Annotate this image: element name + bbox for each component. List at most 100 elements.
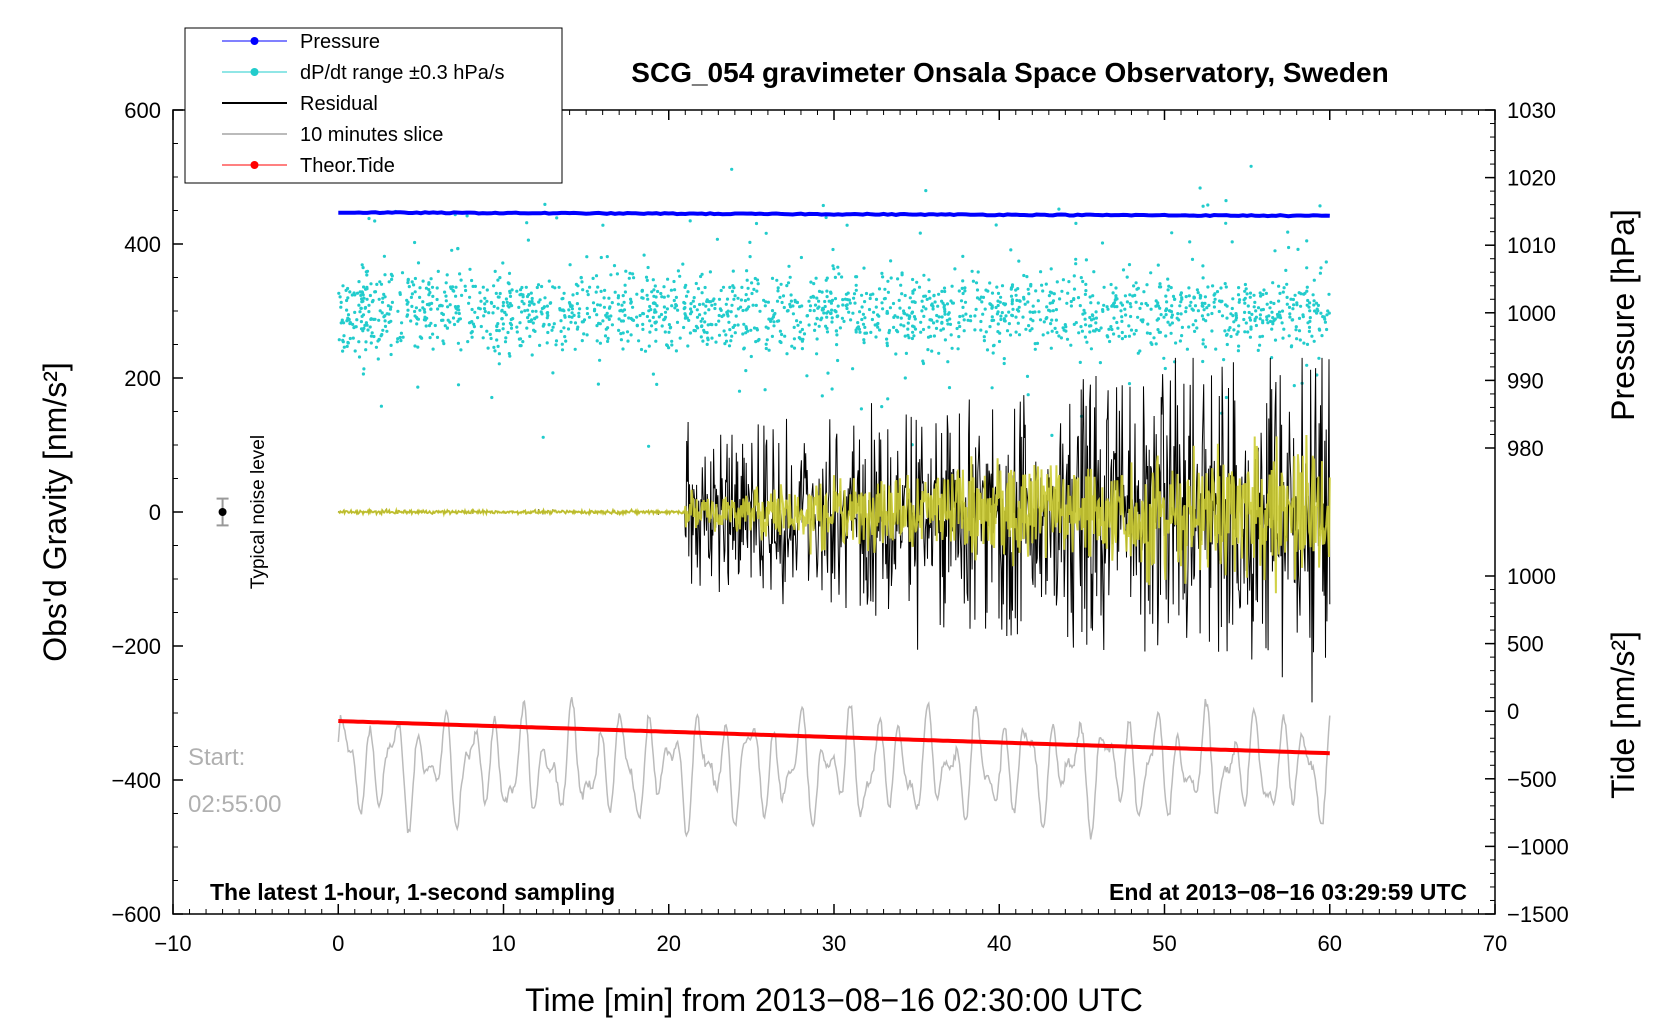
dpdt-point bbox=[1202, 308, 1206, 312]
dpdt-point bbox=[1101, 309, 1105, 313]
dpdt-point bbox=[613, 290, 617, 294]
dpdt-point bbox=[1308, 319, 1312, 323]
dpdt-point bbox=[880, 301, 884, 305]
dpdt-point bbox=[1089, 318, 1094, 322]
dpdt-point bbox=[346, 340, 350, 345]
x-tick-label: 50 bbox=[1152, 931, 1176, 956]
dpdt-point bbox=[1314, 301, 1319, 305]
dpdt-point bbox=[1120, 330, 1124, 335]
dpdt-point bbox=[1284, 268, 1288, 272]
dpdt-point bbox=[657, 315, 661, 319]
dpdt-point bbox=[651, 278, 655, 282]
pressure-line bbox=[338, 210, 1330, 219]
dpdt-point bbox=[659, 291, 663, 296]
dpdt-point bbox=[770, 276, 775, 280]
dpdt-point bbox=[733, 331, 737, 335]
dpdt-point bbox=[464, 288, 468, 293]
dpdt-point bbox=[368, 325, 372, 329]
dpdt-point bbox=[975, 288, 980, 292]
dpdt-point bbox=[1229, 334, 1233, 339]
dpdt-point bbox=[483, 296, 487, 300]
dpdt-point bbox=[695, 308, 699, 312]
dpdt-point bbox=[683, 312, 687, 316]
dpdt-point bbox=[422, 307, 426, 312]
dpdt-point bbox=[1190, 257, 1195, 261]
dpdt-point bbox=[1094, 327, 1098, 331]
dpdt-point bbox=[990, 305, 994, 309]
dpdt-point bbox=[1250, 312, 1254, 316]
dpdt-point bbox=[545, 341, 549, 345]
dpdt-point bbox=[535, 285, 539, 290]
dpdt-point bbox=[951, 301, 956, 305]
dpdt-point bbox=[367, 310, 371, 314]
dpdt-point bbox=[1193, 329, 1197, 333]
dpdt-point bbox=[510, 304, 514, 308]
dpdt-point bbox=[1281, 290, 1285, 294]
dpdt-point bbox=[1225, 342, 1229, 347]
dpdt-point bbox=[362, 296, 366, 300]
dpdt-point bbox=[736, 307, 741, 311]
dpdt-point bbox=[1159, 313, 1163, 317]
dpdt-point bbox=[1150, 342, 1154, 346]
dpdt-point bbox=[772, 320, 776, 324]
dpdt-point bbox=[745, 278, 749, 282]
dpdt-point bbox=[341, 349, 345, 353]
dpdt-point bbox=[618, 309, 622, 313]
dpdt-point bbox=[1052, 292, 1056, 296]
dpdt-point bbox=[442, 342, 446, 346]
dpdt-point bbox=[495, 328, 499, 333]
dpdt-point bbox=[790, 344, 794, 348]
x-tick-label: 20 bbox=[657, 931, 681, 956]
dpdt-point bbox=[881, 275, 885, 279]
dpdt-point bbox=[648, 304, 652, 309]
dpdt-point bbox=[1131, 294, 1135, 298]
dpdt-point bbox=[820, 308, 824, 312]
dpdt-point bbox=[1288, 312, 1292, 316]
dpdt-point bbox=[999, 314, 1003, 318]
dpdt-point bbox=[623, 290, 628, 294]
dpdt-point bbox=[947, 386, 952, 390]
dpdt-point bbox=[445, 326, 449, 330]
dpdt-point bbox=[958, 314, 962, 319]
dpdt-point bbox=[543, 296, 547, 300]
dpdt-point bbox=[617, 328, 621, 332]
dpdt-point bbox=[552, 322, 556, 326]
dpdt-point bbox=[390, 300, 394, 304]
dpdt-point bbox=[457, 308, 461, 312]
dpdt-point bbox=[1305, 363, 1309, 367]
dpdt-point bbox=[1072, 287, 1077, 291]
dpdt-point bbox=[1294, 325, 1298, 329]
dpdt-point bbox=[489, 336, 493, 341]
dpdt-point bbox=[962, 329, 966, 333]
dpdt-point bbox=[1248, 295, 1252, 299]
dpdt-point bbox=[1002, 357, 1006, 361]
dpdt-point bbox=[1154, 304, 1158, 308]
dpdt-point bbox=[937, 315, 941, 319]
tide-series bbox=[338, 719, 1330, 756]
dpdt-point bbox=[791, 312, 796, 316]
dpdt-point bbox=[569, 320, 573, 324]
dpdt-point bbox=[562, 291, 566, 295]
dpdt-point bbox=[707, 300, 711, 304]
dpdt-point bbox=[1115, 305, 1119, 309]
dpdt-point bbox=[646, 297, 650, 301]
dpdt-point bbox=[1008, 333, 1013, 337]
y-tick-label-left: 200 bbox=[124, 366, 161, 391]
dpdt-point bbox=[708, 270, 713, 274]
dpdt-point bbox=[684, 294, 689, 298]
dpdt-point bbox=[1164, 313, 1168, 317]
dpdt-point bbox=[1201, 359, 1205, 364]
dpdt-point bbox=[669, 325, 673, 329]
dpdt-point bbox=[621, 319, 626, 323]
dpdt-point bbox=[706, 323, 710, 327]
dpdt-point bbox=[1252, 305, 1256, 309]
dpdt-point bbox=[361, 372, 365, 376]
dpdt-point bbox=[903, 293, 907, 298]
dpdt-point bbox=[1200, 314, 1204, 318]
dpdt-point bbox=[561, 296, 565, 301]
dpdt-point bbox=[798, 330, 802, 334]
dpdt-point bbox=[682, 325, 686, 330]
dpdt-point bbox=[1270, 327, 1274, 331]
dpdt-point bbox=[598, 358, 602, 362]
